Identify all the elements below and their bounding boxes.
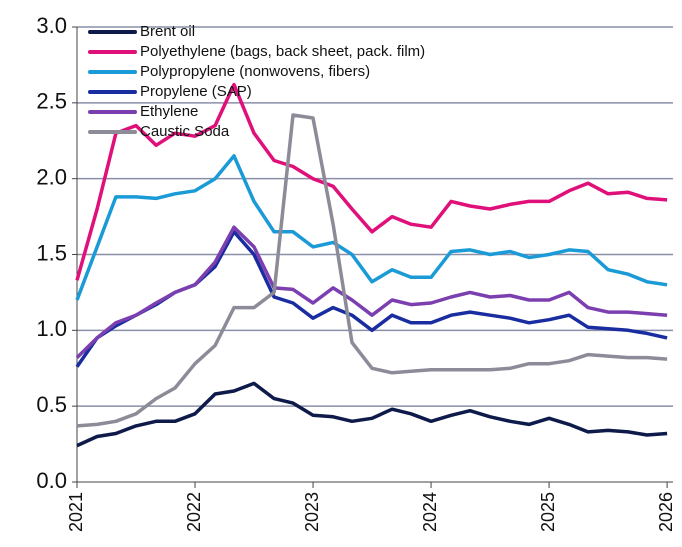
x-tick-label: 2021 [66,492,86,532]
legend-label: Propylene (SAP) [140,83,252,100]
x-tick-label: 2024 [420,492,440,532]
y-tick-label: 0.5 [36,392,67,417]
y-tick-label: 2.0 [36,164,67,189]
series-line [76,381,668,448]
y-tick-label: 0.0 [36,468,67,493]
legend-label: Caustic Soda [140,123,230,140]
series-line [75,154,668,301]
series-line [75,82,668,281]
y-tick-label: 1.0 [36,316,67,341]
legend-label: Polyethylene (bags, back sheet, pack. fi… [140,43,425,60]
series-line [75,225,668,359]
x-tick-label: 2023 [302,492,322,532]
x-tick-label: 2026 [656,492,676,532]
legend-label: Polypropylene (nonwovens, fibers) [140,63,370,80]
y-tick-label: 2.5 [36,89,67,114]
x-tick-label: 2025 [538,492,558,532]
legend-label: Ethylene [140,103,198,120]
legend-label: Brent oil [140,23,195,40]
x-tick-label: 2022 [184,492,204,532]
y-tick-label: 3.0 [36,13,67,38]
series-line [76,113,668,428]
y-tick-label: 1.5 [36,240,67,265]
